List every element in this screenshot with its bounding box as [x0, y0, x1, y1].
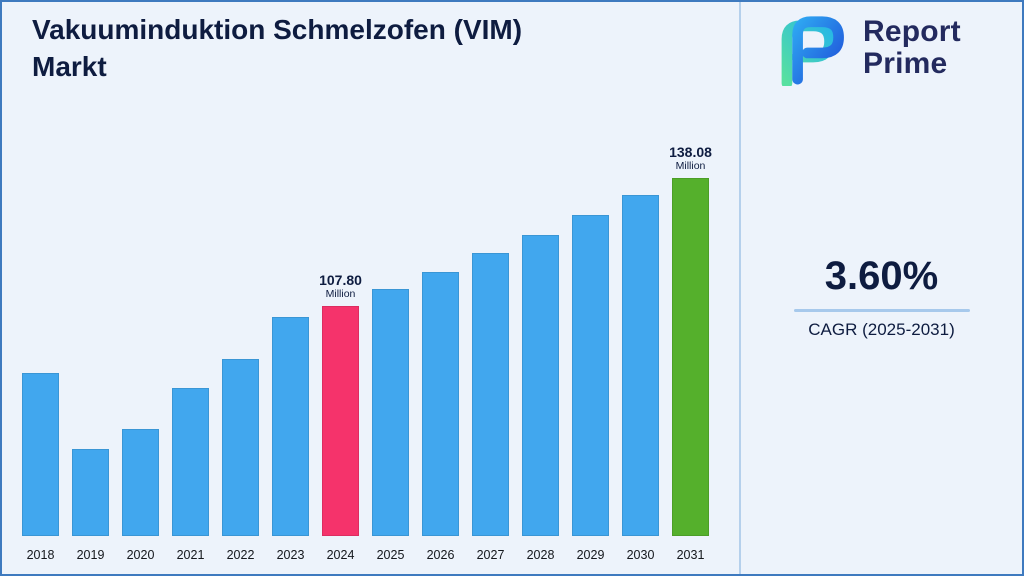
bar-2022 — [222, 359, 259, 536]
bar-group-2030: 2030 — [622, 144, 659, 562]
bar-group-2024: 107.80 Million 2024 — [319, 144, 362, 562]
bar-year-2023: 2023 — [276, 548, 305, 562]
bar-year-2028: 2028 — [526, 548, 555, 562]
bar-group-2028: 2028 — [522, 144, 559, 562]
bar-2031 — [672, 178, 709, 536]
bar-group-2027: 2027 — [472, 144, 509, 562]
bar-group-2031: 138.08 Million 2031 — [669, 144, 712, 562]
page-title: Vakuuminduktion Schmelzofen (VIM) Markt — [32, 14, 523, 82]
bar-annotation-2031: 138.08 Million — [669, 144, 712, 172]
bar-2019 — [72, 448, 109, 536]
bar-2027 — [472, 253, 509, 536]
bar-group-2020: 2020 — [122, 144, 159, 562]
right-panel: Report Prime 3.60% CAGR (2025-2031) — [741, 2, 1022, 574]
bar-2028 — [522, 234, 559, 536]
bar-year-2022: 2022 — [226, 548, 255, 562]
bar-group-2029: 2029 — [572, 144, 609, 562]
bar-2029 — [572, 215, 609, 536]
annotation-value-2024: 107.80 — [319, 271, 362, 288]
cagr-label: CAGR (2025-2031) — [808, 320, 955, 339]
annotation-unit-2024: Million — [325, 287, 356, 300]
logo-line1: Report — [863, 14, 961, 48]
bar-group-2019: 2019 — [72, 144, 109, 562]
vertical-divider — [739, 2, 741, 574]
bar-year-2025: 2025 — [376, 548, 405, 562]
bar-year-2029: 2029 — [576, 548, 605, 562]
report-prime-logo-icon — [781, 16, 844, 86]
bar-annotation-2024: 107.80 Million — [319, 272, 362, 300]
bar-group-2022: 2022 — [222, 144, 259, 562]
bar-year-2021: 2021 — [176, 548, 205, 562]
cagr-underline — [793, 309, 970, 312]
bar-2025 — [372, 289, 409, 536]
bar-group-2021: 2021 — [172, 144, 209, 562]
bar-year-2030: 2030 — [626, 548, 655, 562]
bar-year-2027: 2027 — [476, 548, 505, 562]
cagr-block: 3.60% CAGR (2025-2031) — [741, 254, 1022, 340]
logo-text: Report Prime — [863, 14, 961, 81]
bar-year-2026: 2026 — [426, 548, 455, 562]
bar-2018 — [22, 372, 59, 536]
bar-chart: 2018 2019 2020 2021 2022 2023 107.80 Million 202… — [22, 144, 712, 562]
bar-2030 — [622, 194, 659, 536]
bar-year-2020: 2020 — [126, 548, 155, 562]
bar-group-2025: 2025 — [372, 144, 409, 562]
logo-line2: Prime — [863, 47, 948, 80]
bar-group-2018: 2018 — [22, 144, 59, 562]
bar-year-2031: 2031 — [676, 548, 705, 562]
cagr-value: 3.60% — [824, 254, 939, 298]
annotation-value-2031: 138.08 — [669, 144, 712, 160]
bar-2024 — [322, 306, 359, 536]
bar-2021 — [172, 388, 209, 536]
bar-year-2024: 2024 — [326, 548, 355, 562]
bar-group-2026: 2026 — [422, 144, 459, 562]
bar-2026 — [422, 271, 459, 536]
bar-2023 — [272, 316, 309, 536]
bar-year-2018: 2018 — [26, 548, 55, 562]
annotation-unit-2031: Million — [675, 160, 706, 173]
bar-group-2023: 2023 — [272, 144, 309, 562]
bar-2020 — [122, 428, 159, 536]
report-prime-logo: Report Prime — [773, 10, 961, 86]
bar-year-2019: 2019 — [76, 548, 105, 562]
